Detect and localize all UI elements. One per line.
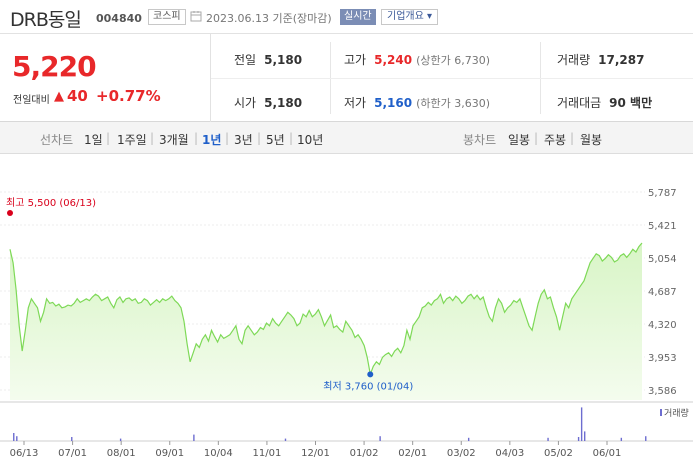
x-tick-label: 02/01 <box>398 448 427 459</box>
change-label: 전일대비 <box>13 95 50 106</box>
row-divider <box>211 78 693 79</box>
x-tick-label: 11/01 <box>253 448 282 459</box>
separator: | <box>225 131 230 145</box>
y-tick-label: 4,320 <box>648 320 677 331</box>
price-line <box>9 242 643 377</box>
volume-legend-label: 거래량 <box>664 407 689 419</box>
volume-bar <box>547 437 549 441</box>
y-tick-label: 3,586 <box>648 386 677 397</box>
price-box: 5,220 전일대비 ▲ 40 +0.77% <box>0 34 211 122</box>
period-1w[interactable]: 1주일 <box>117 133 147 147</box>
x-tick-label: 08/01 <box>107 448 136 459</box>
x-tick-label: 09/01 <box>155 448 184 459</box>
separator: | <box>570 131 575 145</box>
x-tick-label: 06/01 <box>593 448 622 459</box>
volume-bar <box>620 437 623 441</box>
period-1d[interactable]: 1일 <box>84 133 103 147</box>
volume-bar <box>119 438 122 441</box>
x-tick-label: 01/02 <box>350 448 379 459</box>
y-tick-label: 5,421 <box>648 221 677 232</box>
high-marker <box>7 210 13 216</box>
volume-bar <box>583 431 586 441</box>
current-price: 5,220 <box>12 50 97 83</box>
y-tick-label: 3,953 <box>648 353 677 364</box>
trade-value: 거래대금 90 백만 <box>557 96 653 110</box>
volume-legend-swatch <box>660 409 662 416</box>
stock-code: 004840 <box>96 12 142 25</box>
base-date: 2023.06.13 기준(장마감) <box>206 12 332 25</box>
up-arrow-icon: ▲ <box>54 89 64 104</box>
x-tick-label: 03/02 <box>447 448 476 459</box>
period-1y[interactable]: 1년 <box>202 133 222 147</box>
candle-weekly[interactable]: 주봉 <box>544 133 567 147</box>
volume-bar <box>577 437 580 441</box>
separator: | <box>289 131 294 145</box>
volume-bar <box>284 438 287 441</box>
volume-bar <box>467 437 470 441</box>
company-overview-dropdown[interactable]: 기업개요 ▾ <box>381 9 438 25</box>
separator: | <box>257 131 262 145</box>
prev-close: 전일 5,180 <box>234 53 303 67</box>
volume-bar <box>193 434 195 441</box>
period-3m[interactable]: 3개월 <box>159 133 189 147</box>
volume: 거래량 17,287 <box>557 53 645 67</box>
stock-header: DRB동일 004840 코스피 2023.06.13 기준(장마감) 실시간 … <box>0 0 693 34</box>
change-percent: +0.77% <box>96 87 161 105</box>
separator: | <box>150 131 155 145</box>
x-tick-label: 05/02 <box>544 448 573 459</box>
y-tick-label: 4,687 <box>648 287 677 298</box>
y-tick-label: 5,787 <box>648 188 677 199</box>
period-10y[interactable]: 10년 <box>297 133 324 147</box>
volume-bar <box>580 407 583 441</box>
period-3y[interactable]: 3년 <box>234 133 253 147</box>
quote-panel: 5,220 전일대비 ▲ 40 +0.77% 전일 5,180 고가 5,240 (상… <box>0 34 693 122</box>
x-tick-label: 07/01 <box>58 448 87 459</box>
separator: | <box>534 131 539 145</box>
candle-daily[interactable]: 일봉 <box>508 133 531 147</box>
period-5y[interactable]: 5년 <box>266 133 285 147</box>
y-tick-label: 5,054 <box>648 254 677 265</box>
low-price: 저가 5,160 (하한가 3,630) <box>344 96 490 110</box>
high-price: 고가 5,240 (상한가 6,730) <box>344 53 490 67</box>
volume-bar <box>645 436 647 441</box>
open-price: 시가 5,180 <box>234 96 303 110</box>
candle-chart-label: 봉차트 <box>463 133 497 147</box>
volume-bar <box>379 436 381 441</box>
price-area <box>10 243 642 400</box>
volume-bar <box>71 437 73 441</box>
volume-bar <box>16 436 18 441</box>
x-tick-label: 12/01 <box>301 448 330 459</box>
separator: | <box>194 131 199 145</box>
line-chart-label: 선차트 <box>40 133 74 147</box>
volume-bar <box>13 433 15 441</box>
high-annotation: 최고 5,500 (06/13) <box>6 197 96 209</box>
price-chart[interactable]: 5,787 5,421 5,054 4,687 4,320 3,953 3,586 최고 5,… <box>0 154 693 467</box>
price-chart-svg: 5,787 5,421 5,054 4,687 4,320 3,953 3,586 최고 5,… <box>0 188 693 459</box>
period-bar: 선차트 1일 | 1주일 | 3개월 | 1년 | 3년 | 5년 | 10년 … <box>0 122 693 154</box>
market-badge: 코스피 <box>148 9 186 25</box>
realtime-button[interactable]: 실시간 <box>340 9 376 25</box>
x-tick-label: 10/04 <box>204 448 233 459</box>
stock-name: DRB동일 <box>10 9 82 31</box>
x-tick-label: 04/03 <box>495 448 524 459</box>
x-tick-label: 06/13 <box>10 448 39 459</box>
change-amount: 40 <box>67 87 88 105</box>
calendar-icon <box>190 11 202 22</box>
low-annotation: 최저 3,760 (01/04) <box>323 380 413 392</box>
candle-monthly[interactable]: 월봉 <box>580 133 603 147</box>
separator: | <box>106 131 111 145</box>
low-marker <box>367 371 374 378</box>
